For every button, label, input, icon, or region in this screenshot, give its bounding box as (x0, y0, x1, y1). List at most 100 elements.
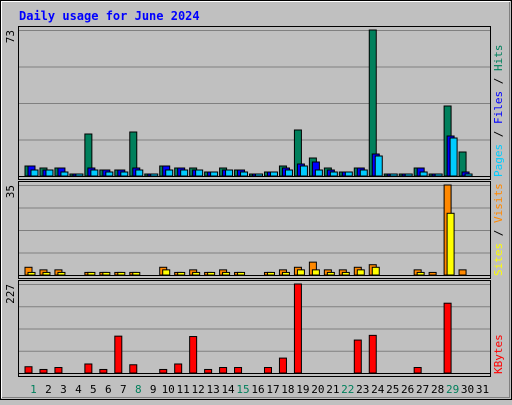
bar-sites-day-2 (42, 271, 51, 276)
panel-max-label: 227 (4, 284, 17, 304)
x-tick-label-day-10: 10 (162, 383, 175, 396)
bar-pages-day-24 (374, 155, 383, 177)
bar-pages-day-21 (329, 171, 338, 177)
bar-pages-day-3 (60, 171, 69, 177)
bar-pages-day-11 (180, 169, 189, 177)
bar-pages-day-12 (195, 169, 204, 177)
bar-kbytes-day-5 (84, 363, 93, 374)
bar-pages-day-8 (135, 169, 144, 177)
x-tick-label-day-22: 22 (341, 383, 354, 396)
bar-pages-day-1 (30, 169, 39, 177)
bar-pages-day-10 (165, 169, 174, 177)
bar-kbytes-day-1 (24, 366, 33, 374)
bar-kbytes-day-23 (353, 339, 362, 374)
legend-sites: Sites (492, 243, 505, 276)
bar-kbytes-day-7 (114, 335, 123, 374)
bar-kbytes-day-3 (54, 367, 63, 374)
bar-pages-day-30 (464, 173, 473, 177)
x-tick-label-day-17: 17 (266, 383, 279, 396)
bar-sites-day-19 (296, 269, 305, 276)
bar-kbytes-day-19 (293, 283, 302, 374)
x-tick-label-day-1: 1 (30, 383, 37, 396)
x-tick-label-day-24: 24 (371, 383, 385, 396)
panel-max-label: 35 (4, 185, 17, 198)
bar-sites-day-11 (177, 271, 186, 276)
x-tick-label-day-11: 11 (177, 383, 190, 396)
bar-pages-day-5 (90, 169, 99, 177)
bar-visits-day-30 (458, 269, 467, 276)
bar-kbytes-day-2 (39, 368, 48, 374)
legend-hits: Hits (492, 45, 505, 72)
bar-pages-day-9 (150, 173, 159, 177)
bar-pages-day-18 (284, 169, 293, 177)
bar-pages-day-28 (434, 173, 443, 177)
bar-sites-day-8 (132, 271, 141, 276)
panel-max-label: 73 (4, 30, 17, 43)
bar-kbytes-day-12 (189, 336, 198, 374)
bar-pages-day-4 (75, 173, 84, 177)
legend-text: KBytes (492, 334, 505, 374)
x-tick-label-day-5: 5 (90, 383, 97, 396)
bar-kbytes-day-15 (234, 367, 243, 374)
bar-sites-day-13 (207, 271, 216, 276)
bar-pages-day-13 (210, 171, 219, 177)
panels-layer: 73 Pages / Files / Hits 35 Sites / Visits 22… (4, 26, 505, 377)
legend-separator: / (492, 223, 505, 243)
x-tick-label-day-27: 27 (416, 383, 429, 396)
bar-sites-day-20 (311, 269, 320, 276)
bar-kbytes-day-18 (278, 357, 287, 374)
bar-sites-day-27 (416, 271, 425, 276)
bar-sites-day-21 (326, 271, 335, 276)
legend-pages: Pages (492, 144, 505, 177)
bar-pages-day-15 (240, 171, 249, 177)
x-tick-label-day-16: 16 (251, 383, 264, 396)
x-tick-label-day-13: 13 (206, 383, 219, 396)
bar-kbytes-day-10 (159, 368, 168, 374)
bar-pages-day-23 (359, 169, 368, 177)
x-tick-label-day-20: 20 (311, 383, 324, 396)
x-tick-label-day-14: 14 (221, 383, 235, 396)
bar-pages-day-14 (225, 169, 234, 177)
x-tick-label-day-15: 15 (236, 383, 249, 396)
x-tick-label-day-4: 4 (75, 383, 82, 396)
bar-pages-day-6 (105, 171, 114, 177)
bar-sites-day-7 (117, 271, 126, 276)
panel-legend: KBytes (492, 334, 505, 374)
panel-frame (18, 26, 491, 180)
panel-frame (18, 280, 491, 377)
x-tick-label-day-2: 2 (45, 383, 52, 396)
bar-kbytes-day-8 (129, 364, 138, 374)
bar-kbytes-day-14 (219, 367, 228, 374)
x-tick-label-day-25: 25 (386, 383, 399, 396)
x-tick-label-day-3: 3 (60, 383, 67, 396)
bar-kbytes-day-11 (174, 363, 183, 374)
panel-kbytes: 227 KBytes (4, 280, 505, 377)
bar-sites-day-14 (222, 271, 231, 276)
x-tick-label-day-28: 28 (431, 383, 444, 396)
bar-kbytes-day-27 (413, 367, 422, 374)
bar-pages-day-22 (344, 171, 353, 177)
legend-text: Pages / Files / Hits (492, 45, 505, 178)
bar-pages-day-16 (255, 173, 264, 177)
chart-title: Daily usage for June 2024 (19, 9, 200, 23)
legend-kbytes: KBytes (492, 334, 505, 374)
bar-sites-day-5 (87, 271, 96, 276)
panel-visits-sites: 35 Sites / Visits (4, 181, 505, 279)
bar-sites-day-15 (237, 271, 246, 276)
bar-sites-day-10 (162, 269, 171, 276)
x-tick-label-day-29: 29 (446, 383, 459, 396)
legend-files: Files (492, 91, 505, 124)
bar-pages-day-7 (120, 171, 129, 177)
bar-kbytes-day-6 (99, 368, 108, 374)
bar-sites-day-6 (102, 271, 111, 276)
legend-separator: / (492, 124, 505, 144)
x-tick-label-day-21: 21 (326, 383, 339, 396)
bar-sites-day-12 (192, 271, 201, 276)
panel-legend: Sites / Visits (492, 183, 505, 276)
bar-pages-day-29 (449, 137, 458, 177)
bar-sites-day-29 (446, 212, 455, 276)
panel-legend: Pages / Files / Hits (492, 45, 505, 178)
